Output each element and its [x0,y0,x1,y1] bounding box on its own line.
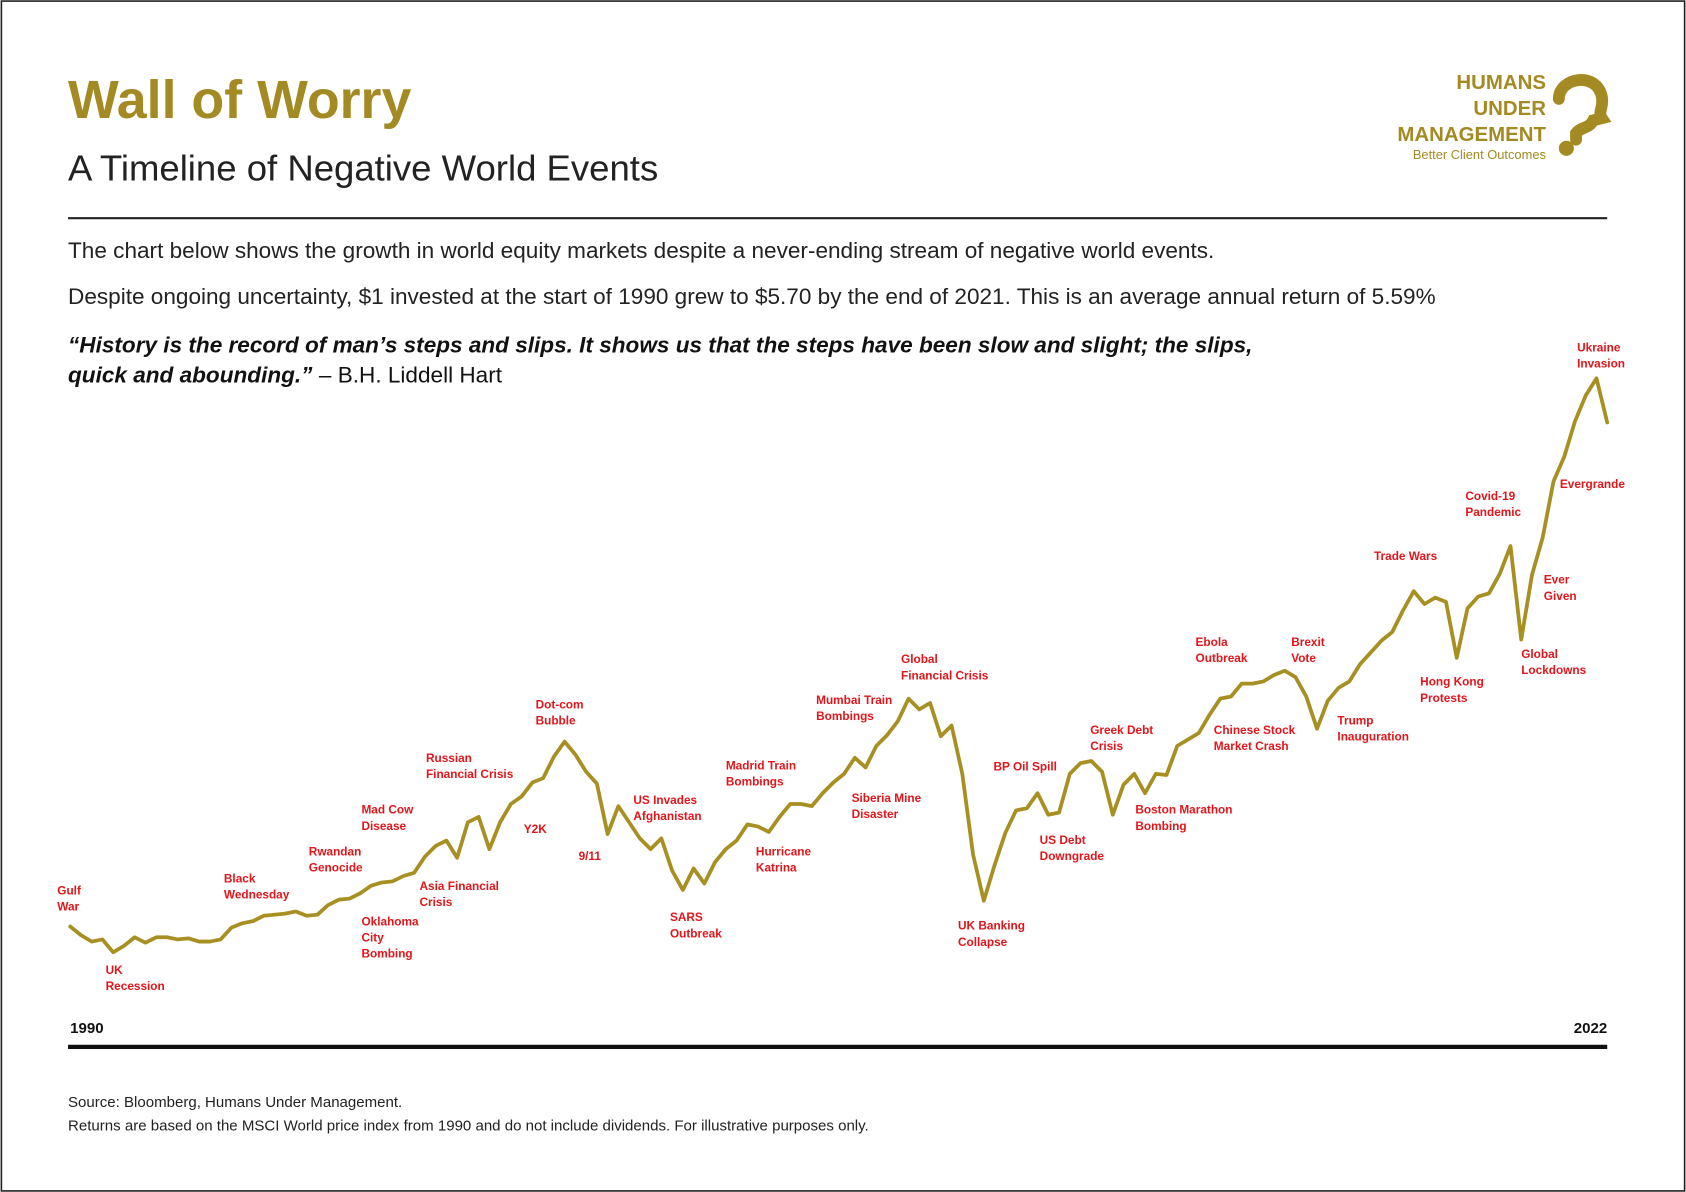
subtitle: A Timeline of Negative World Events [68,148,658,189]
event-label: Mad Cow [361,803,414,817]
event-label: Gulf [57,883,81,897]
event-label: Rwandan [309,845,362,859]
footer-text: Source: Bloomberg, Humans Under Manageme… [68,1094,402,1111]
event-label: Madrid Train [726,759,796,773]
event-label: Hong Kong [1420,675,1484,689]
event-label: US Debt [1040,833,1086,847]
event-label: Brexit [1291,635,1325,649]
event-label: Genocide [309,861,363,875]
event-label: Bubble [536,713,576,727]
title: Wall of Worry [68,70,411,130]
event-label: Crisis [1090,739,1123,753]
growth-line [68,376,1610,955]
event-label: Mumbai Train [816,693,892,707]
event-label: UK Banking [958,919,1025,933]
event-label: Ever [1544,573,1570,587]
event-label: Black [224,871,256,885]
event-label: Financial Crisis [426,767,514,781]
event-label: Afghanistan [633,809,701,823]
event-label: Pandemic [1465,505,1521,519]
event-label: Evergrande [1560,477,1625,491]
chart: 1990 2022 Gulf War UK Recession Black Wednesday… [57,340,1625,1036]
event-label: Y2K [524,822,547,836]
event-label: Bombing [1135,819,1186,833]
event-label: Greek Debt [1090,723,1153,737]
event-label: Ukraine [1577,340,1621,354]
event-label: Recession [106,979,165,993]
quote-text: quick and abounding.” [68,363,313,388]
event-label: BP Oil Spill [993,760,1056,774]
event-label: 9/11 [579,849,602,863]
event-label: Vote [1291,651,1316,665]
event-label: Siberia Mine [852,791,922,805]
event-label: Lockdowns [1521,663,1586,677]
event-label: Market Crash [1214,739,1289,753]
quote-line: “History is the record of man’s steps an… [68,333,1252,358]
logo-icon [1552,74,1612,156]
event-label: Oklahoma [361,914,419,928]
event-label: Asia Financial [420,879,499,893]
event-label: Financial Crisis [901,668,989,682]
event-label: Covid-19 [1465,489,1515,503]
event-label: Invasion [1577,357,1625,371]
event-label: Bombings [726,775,784,789]
event-label: UK [106,963,124,977]
event-label: Global [901,652,938,666]
x-tick-label: 1990 [70,1020,103,1037]
event-label: Wednesday [224,888,290,902]
event-label: City [361,931,384,945]
event-label: Given [1544,589,1577,603]
footer-text: Returns are based on the MSCI World pric… [68,1118,869,1135]
event-label: Bombing [361,947,412,961]
x-tick-label: 2022 [1574,1020,1607,1037]
logo-line: HUMANS [1456,72,1546,94]
event-label: Disaster [852,807,899,821]
event-label: Hurricane [756,845,812,859]
logo-dot [1558,140,1574,156]
intro-text: Despite ongoing uncertainty, $1 invested… [68,284,1436,309]
event-label: Disease [361,819,406,833]
event-label: Protests [1420,691,1468,705]
event-label: Outbreak [670,926,722,940]
event-label: Trump [1337,713,1373,727]
logo-line: UNDER [1473,98,1546,120]
event-label: Inauguration [1337,730,1409,744]
intro-text: The chart below shows the growth in worl… [68,238,1214,263]
event-label: Ebola [1196,635,1229,649]
event-label: Chinese Stock [1214,723,1296,737]
event-label: Dot-com [536,697,584,711]
event-label: Global [1521,647,1558,661]
event-label: US Invades [633,793,697,807]
event-label: Boston Marathon [1135,803,1232,817]
quote-attribution: – B.H. Liddell Hart [319,363,503,388]
event-label: Katrina [756,861,797,875]
logo-line: MANAGEMENT [1397,124,1546,146]
event-label: Collapse [958,935,1008,949]
event-label: Russian [426,751,472,765]
quote-line: quick and abounding.” – B.H. Liddell Hart [68,363,503,388]
event-label: Downgrade [1040,849,1105,863]
event-label: Crisis [420,895,453,909]
event-label: Trade Wars [1374,549,1438,563]
event-label: Outbreak [1196,651,1248,665]
logo-tagline: Better Client Outcomes [1413,147,1546,162]
event-label: Bombings [816,709,874,723]
event-label: SARS [670,910,703,924]
logo-mark [1552,74,1612,146]
event-label: War [57,899,79,913]
